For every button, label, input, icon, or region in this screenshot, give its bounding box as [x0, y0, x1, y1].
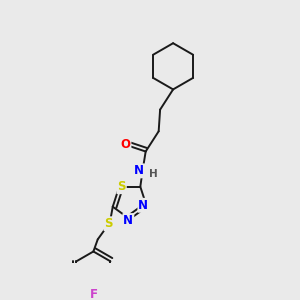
Text: N: N [123, 214, 133, 227]
Text: O: O [121, 138, 130, 151]
Text: H: H [148, 169, 157, 179]
Text: S: S [104, 217, 113, 230]
Text: F: F [89, 288, 98, 300]
Text: N: N [134, 164, 144, 177]
Text: S: S [117, 180, 126, 193]
Text: N: N [138, 199, 148, 212]
